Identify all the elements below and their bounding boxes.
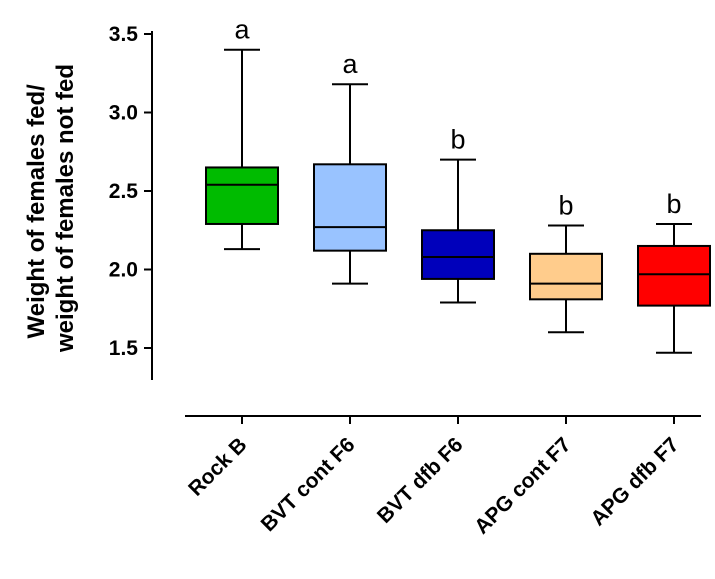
box-group: b xyxy=(637,189,711,354)
significance-letter: b xyxy=(450,125,465,155)
iqr-box xyxy=(313,163,387,252)
y-axis-title: Weight of females fed/ weight of females… xyxy=(23,64,79,353)
y-tick-label: 3.0 xyxy=(109,102,138,125)
x-axis: Rock B BVT cont F6 BVT dfb F6 APG cont F7 AP… xyxy=(184,415,701,539)
x-category-label: BVT cont F6 xyxy=(257,433,360,536)
significance-letter: a xyxy=(234,15,250,45)
iqr-box xyxy=(637,244,711,307)
y-tick-label: 2.0 xyxy=(109,259,138,282)
iqr-box xyxy=(529,252,603,301)
y-tick-label: 3.5 xyxy=(109,23,139,46)
box-group: b xyxy=(421,125,495,304)
iqr-box xyxy=(205,166,279,225)
y-tick-label: 2.5 xyxy=(109,180,139,203)
significance-letter: b xyxy=(666,189,681,219)
box-group: a xyxy=(313,49,387,285)
y-tick-label: 1.5 xyxy=(109,337,139,360)
x-category-label: BVT dfb F6 xyxy=(373,433,468,528)
y-axis-title-line-1: Weight of females fed/ xyxy=(23,84,50,339)
boxes-layer: a a b b b xyxy=(205,15,711,354)
y-axis: 1.5 2.0 2.5 3.0 3.5 xyxy=(109,23,153,380)
significance-letter: a xyxy=(342,49,358,79)
box-group: b xyxy=(529,191,603,334)
iqr-box xyxy=(421,229,495,280)
x-category-label: APG dfb F7 xyxy=(586,433,683,530)
x-category-label: Rock B xyxy=(184,433,251,500)
y-axis-title-line-2: weight of females not fed xyxy=(52,64,79,353)
significance-letter: b xyxy=(558,191,573,221)
x-category-label: APG cont F7 xyxy=(470,433,575,538)
box-group: a xyxy=(205,15,279,251)
